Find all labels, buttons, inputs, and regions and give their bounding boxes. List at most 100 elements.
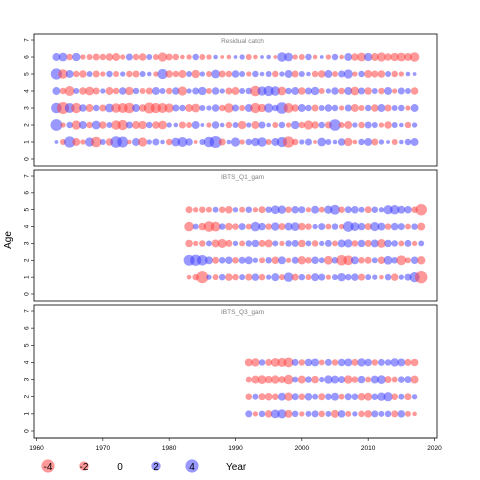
residual-bubble	[92, 104, 100, 112]
residual-bubble	[298, 359, 306, 366]
residual-bubble	[311, 205, 320, 214]
residual-bubble	[212, 274, 219, 281]
residual-bubble	[358, 410, 365, 418]
residual-bubble	[272, 70, 279, 78]
residual-bubble	[298, 393, 306, 400]
residual-bubble	[350, 256, 359, 265]
residual-bubble	[409, 52, 420, 62]
residual-bubble	[391, 70, 398, 78]
residual-bubble	[284, 222, 293, 231]
residual-bubble	[117, 119, 128, 131]
residual-bubble	[399, 122, 404, 128]
residual-bubble	[344, 375, 353, 384]
residual-bubble	[325, 274, 332, 280]
residual-bubble	[338, 70, 346, 78]
residual-bubble	[239, 274, 246, 281]
residual-bubble	[152, 121, 160, 129]
residual-bubble	[265, 257, 272, 264]
residual-bubble	[239, 88, 246, 94]
residual-bubble	[125, 53, 133, 61]
residual-bubble	[298, 222, 306, 231]
residual-bubble	[342, 221, 354, 232]
y-tick-label: 1	[24, 412, 31, 416]
residual-bubble	[258, 393, 266, 401]
residual-bubble	[99, 53, 107, 61]
residual-bubble	[378, 207, 385, 213]
residual-bubble	[317, 137, 327, 147]
residual-bubble	[351, 376, 359, 383]
residual-bubble	[200, 123, 205, 127]
residual-bubble	[364, 121, 372, 129]
residual-bubble	[412, 72, 417, 76]
residual-bubble	[391, 139, 398, 145]
residual-bubble	[370, 375, 379, 384]
residual-bubble	[404, 273, 412, 281]
residual-bubble	[206, 206, 212, 213]
residual-bubble	[390, 222, 399, 231]
residual-bubble	[206, 88, 212, 94]
residual-bubble	[411, 223, 418, 230]
residual-bubble	[284, 52, 293, 62]
residual-bubble	[370, 239, 379, 248]
residual-bubble	[417, 222, 426, 231]
residual-bubble	[397, 87, 405, 95]
residual-bubble	[399, 139, 404, 145]
residual-bubble	[318, 393, 326, 401]
residual-bubble	[357, 222, 366, 231]
residual-bubble	[352, 71, 358, 77]
residual-bubble	[298, 121, 306, 129]
residual-bubble	[292, 54, 298, 60]
residual-bubble	[398, 240, 405, 247]
residual-bubble	[410, 104, 419, 112]
residual-bubble	[113, 71, 120, 77]
residual-bubble	[272, 122, 279, 128]
residual-bubble	[211, 87, 220, 95]
residual-bubble	[213, 54, 218, 60]
residual-bubble	[299, 411, 305, 417]
residual-bubble	[264, 392, 273, 401]
x-tick-label: 1960	[29, 445, 44, 452]
residual-bubble	[410, 87, 419, 95]
residual-bubble	[265, 358, 273, 366]
residual-bubble	[277, 52, 287, 62]
residual-bubble	[225, 121, 233, 129]
residual-bubble	[251, 273, 260, 281]
residual-bubble	[279, 71, 285, 77]
residual-bubble	[364, 410, 372, 418]
residual-bubble	[252, 70, 259, 78]
residual-bubble	[232, 257, 239, 264]
residual-bubble	[265, 223, 272, 230]
residual-bubble	[199, 71, 205, 77]
legend-bubble	[151, 461, 161, 471]
residual-bubble	[384, 359, 392, 366]
residual-bubble	[397, 223, 405, 231]
residual-bubble	[157, 103, 168, 113]
residual-bubble	[285, 240, 292, 247]
y-tick-label: 0	[24, 429, 31, 433]
panel-title: IBTS_Q3_gam	[221, 309, 264, 316]
residual-bubble	[404, 376, 412, 384]
residual-bubble	[284, 70, 293, 78]
x-axis-label: Year	[226, 462, 247, 473]
residual-bubble	[105, 103, 114, 113]
residual-bubble	[100, 88, 106, 94]
residual-bubble	[231, 70, 240, 78]
residual-bubble	[418, 240, 425, 247]
residual-bubble	[304, 138, 312, 146]
residual-bubble	[218, 206, 226, 213]
residual-bubble	[132, 121, 140, 129]
residual-bubble	[396, 255, 407, 266]
residual-bubble	[165, 87, 173, 95]
residual-bubble	[191, 121, 200, 129]
residual-bubble	[90, 136, 102, 148]
residual-bubble	[265, 139, 272, 145]
residual-bubble	[311, 104, 319, 112]
residual-bubble	[364, 239, 372, 247]
residual-bubble	[319, 55, 324, 59]
residual-bubble	[337, 358, 346, 367]
residual-bubble	[285, 206, 292, 213]
residual-bubble	[259, 71, 265, 77]
residual-bubble	[266, 274, 272, 280]
residual-bubble	[218, 273, 226, 281]
residual-bubble	[106, 122, 113, 128]
